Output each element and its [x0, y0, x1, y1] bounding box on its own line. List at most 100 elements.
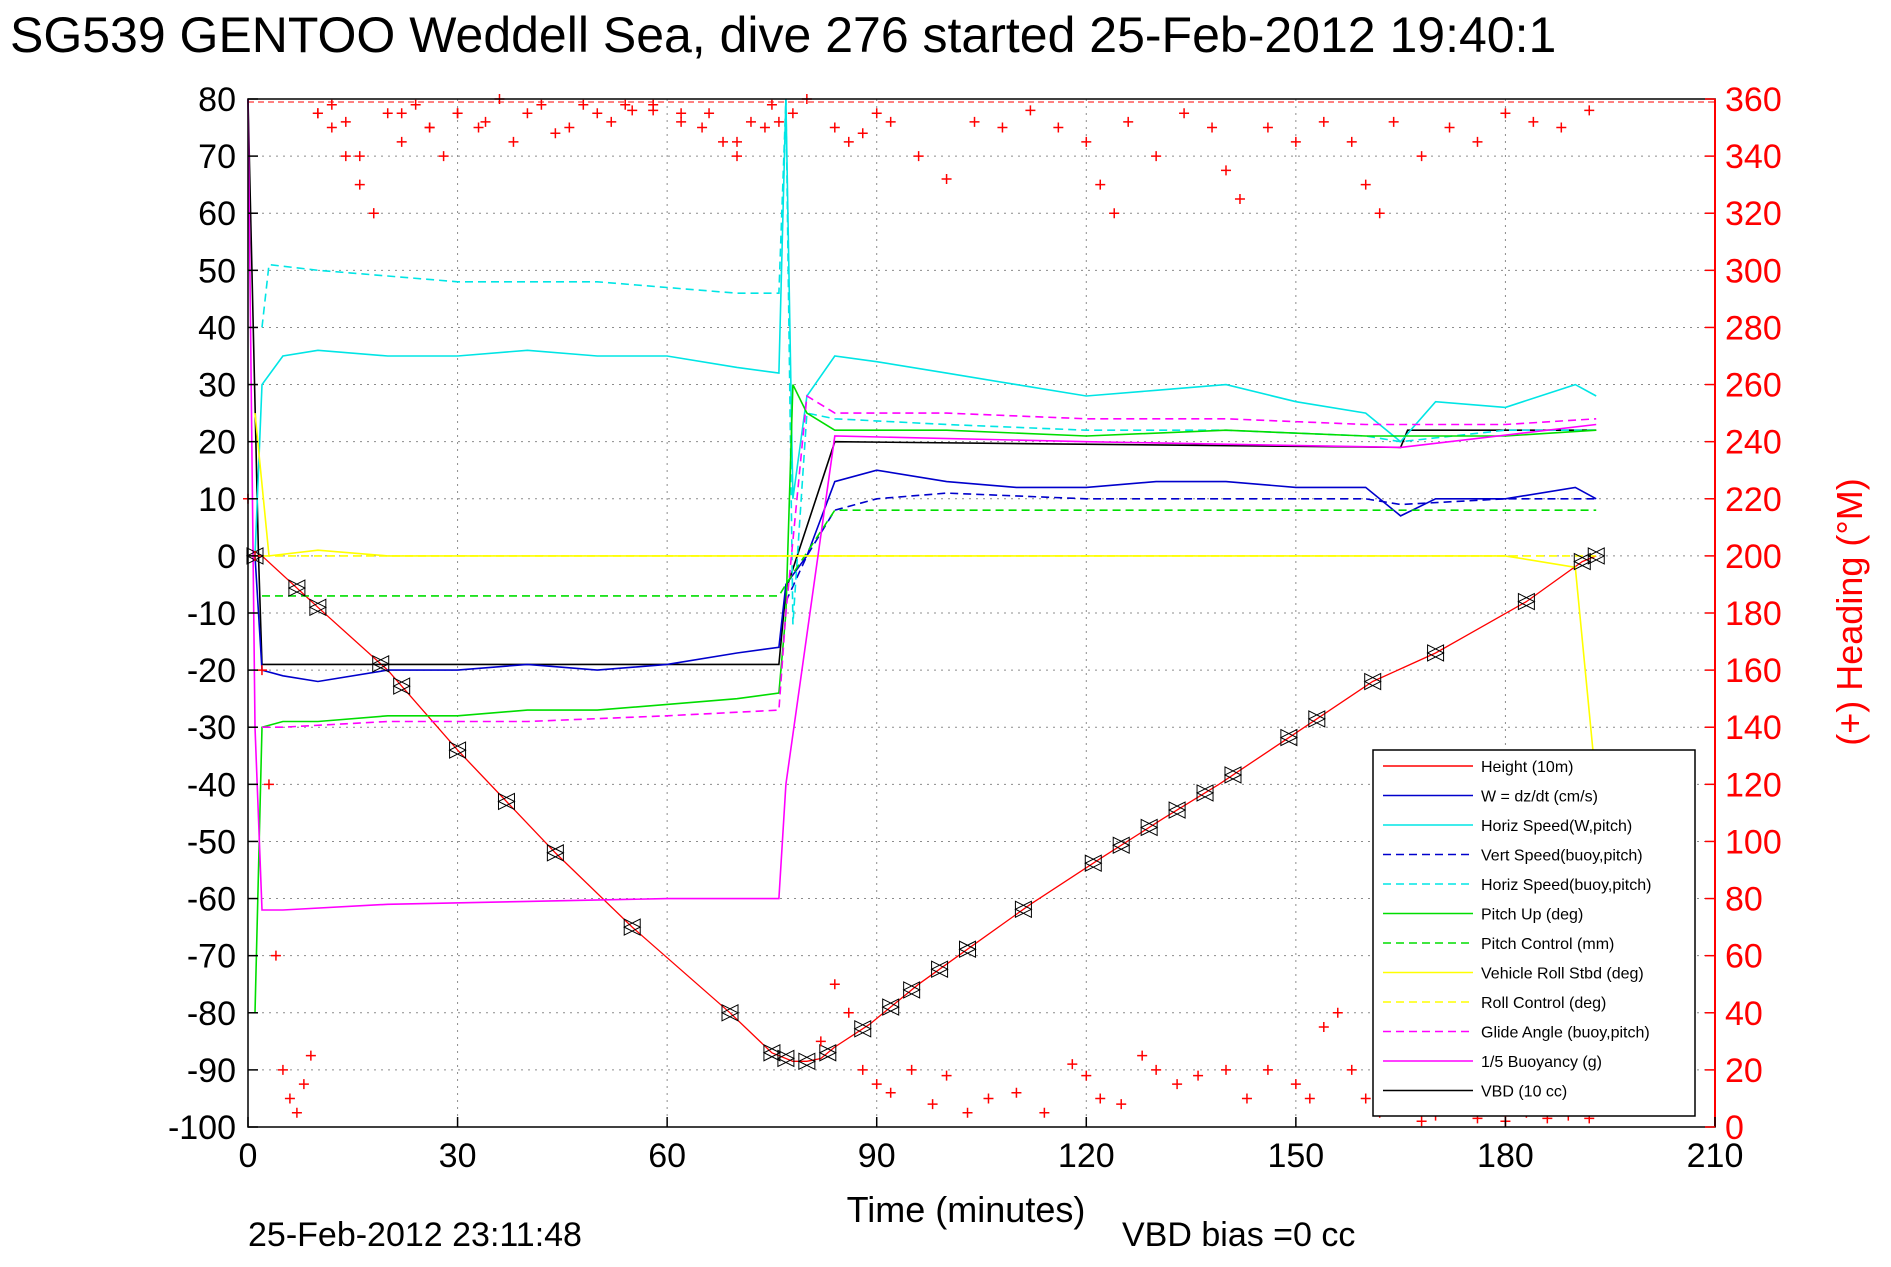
height-marker: [1517, 592, 1536, 611]
y-right-tick-label: 140: [1725, 709, 1782, 747]
y-right-tick-label: 280: [1725, 309, 1782, 347]
heading-marker: [1039, 1107, 1050, 1118]
legend-entry-label: Vert Speed(buoy,pitch): [1481, 848, 1643, 865]
y-left-tick-label: -20: [187, 652, 236, 690]
heading-marker: [871, 108, 882, 119]
heading-marker: [697, 122, 708, 133]
height-marker: [1167, 801, 1187, 819]
legend-entry-label: Horiz Speed(W,pitch): [1481, 818, 1632, 835]
heading-marker: [1095, 179, 1106, 190]
heading-marker: [927, 1099, 938, 1110]
height-marker: [546, 844, 565, 862]
heading-marker: [1360, 1093, 1371, 1104]
heading-marker: [1221, 165, 1231, 176]
heading-marker: [1081, 136, 1092, 147]
y-left-tick-label: 60: [198, 195, 236, 233]
heading-marker: [1500, 108, 1511, 119]
legend-entry-label: Pitch Control (mm): [1481, 936, 1614, 953]
heading-marker: [983, 1093, 994, 1104]
heading-marker: [745, 116, 756, 127]
y-right-tick-label: 180: [1725, 595, 1782, 633]
heading-marker: [627, 105, 638, 116]
heading-marker: [382, 108, 393, 119]
heading-marker: [298, 1079, 309, 1090]
height-marker: [623, 918, 642, 936]
heading-marker: [1053, 122, 1064, 133]
heading-marker: [592, 108, 603, 119]
y-left-tick-label: 20: [198, 424, 236, 462]
heading-marker: [829, 979, 840, 990]
y-left-tick-label: -40: [187, 766, 236, 804]
heading-marker: [1528, 116, 1539, 127]
heading-marker: [962, 1107, 973, 1118]
heading-marker: [438, 151, 449, 162]
y-right-tick-label: 200: [1725, 538, 1782, 576]
heading-marker: [340, 116, 351, 127]
heading-marker: [1374, 208, 1385, 219]
heading-marker: [1116, 1099, 1127, 1110]
y-right-tick-label: 300: [1725, 252, 1782, 290]
y-right-tick-label: 220: [1725, 481, 1782, 519]
legend-entry-label: Horiz Speed(buoy,pitch): [1481, 877, 1651, 894]
y-right-tick-label: 80: [1725, 881, 1763, 919]
heading-marker: [368, 208, 379, 219]
height-marker: [1573, 552, 1592, 571]
y-right-tick-label: 100: [1725, 823, 1782, 861]
heading-marker: [732, 136, 742, 147]
heading-marker: [1137, 1050, 1148, 1061]
heading-marker: [1221, 1064, 1231, 1075]
heading-marker: [256, 665, 267, 676]
height-marker: [958, 940, 977, 959]
height-marker: [1307, 710, 1326, 728]
legend-entry-label: Height (10m): [1481, 759, 1573, 776]
x-tick-label: 120: [1058, 1137, 1115, 1175]
heading-marker: [1304, 1093, 1315, 1104]
heading-marker: [1290, 136, 1301, 147]
heading-marker: [885, 1087, 896, 1098]
heading-marker: [1556, 122, 1567, 133]
y-right-tick-label: 240: [1725, 424, 1782, 462]
y-right-tick-label: 40: [1725, 995, 1763, 1033]
y-left-tick-label: -70: [187, 938, 236, 976]
heading-marker: [732, 151, 742, 162]
x-tick-label: 30: [439, 1137, 477, 1175]
height-marker: [1223, 766, 1243, 784]
legend: Height (10m) W = dz/dt (cm/s) Horiz Speed(…: [1372, 749, 1696, 1117]
heading-marker: [766, 99, 777, 110]
heading-marker: [704, 108, 715, 119]
y-right-tick-label: 120: [1725, 766, 1782, 804]
legend-entry-label: Pitch Up (deg): [1481, 907, 1583, 924]
height-marker: [930, 960, 949, 979]
heading-marker: [263, 779, 274, 790]
heading-marker: [843, 136, 854, 147]
series-glide-angle-buoy-pitch: [262, 394, 1597, 729]
heading-marker: [424, 122, 435, 133]
height-marker: [776, 1049, 796, 1068]
heading-marker: [1416, 1116, 1427, 1127]
heading-marker: [1346, 1064, 1357, 1075]
heading-marker: [1025, 105, 1036, 116]
heading-marker: [1360, 179, 1371, 190]
y-right-tick-label: 160: [1725, 652, 1782, 690]
heading-marker: [913, 151, 924, 162]
height-marker: [1014, 900, 1033, 919]
heading-marker: [277, 1064, 288, 1075]
series-horiz-speed-w-pitch: [254, 98, 1597, 556]
heading-marker: [564, 122, 575, 133]
legend-box: [1372, 749, 1696, 1117]
heading-marker: [676, 108, 687, 119]
height-marker: [762, 1043, 782, 1062]
heading-marker: [1290, 1079, 1301, 1090]
y-left-tick-label: -50: [187, 823, 236, 861]
x-tick-label: 150: [1267, 1137, 1324, 1175]
heading-marker: [1172, 1079, 1183, 1090]
heading-marker: [354, 151, 365, 162]
heading-marker: [550, 128, 561, 139]
y-left-tick-label: -100: [168, 1109, 236, 1147]
height-marker: [853, 1019, 872, 1038]
x-axis-label: Time (minutes): [847, 1189, 1086, 1230]
heading-marker: [1151, 1064, 1162, 1075]
heading-marker: [1332, 1007, 1343, 1018]
series-height-10m: [248, 555, 1597, 1062]
heading-marker: [1011, 1087, 1022, 1098]
